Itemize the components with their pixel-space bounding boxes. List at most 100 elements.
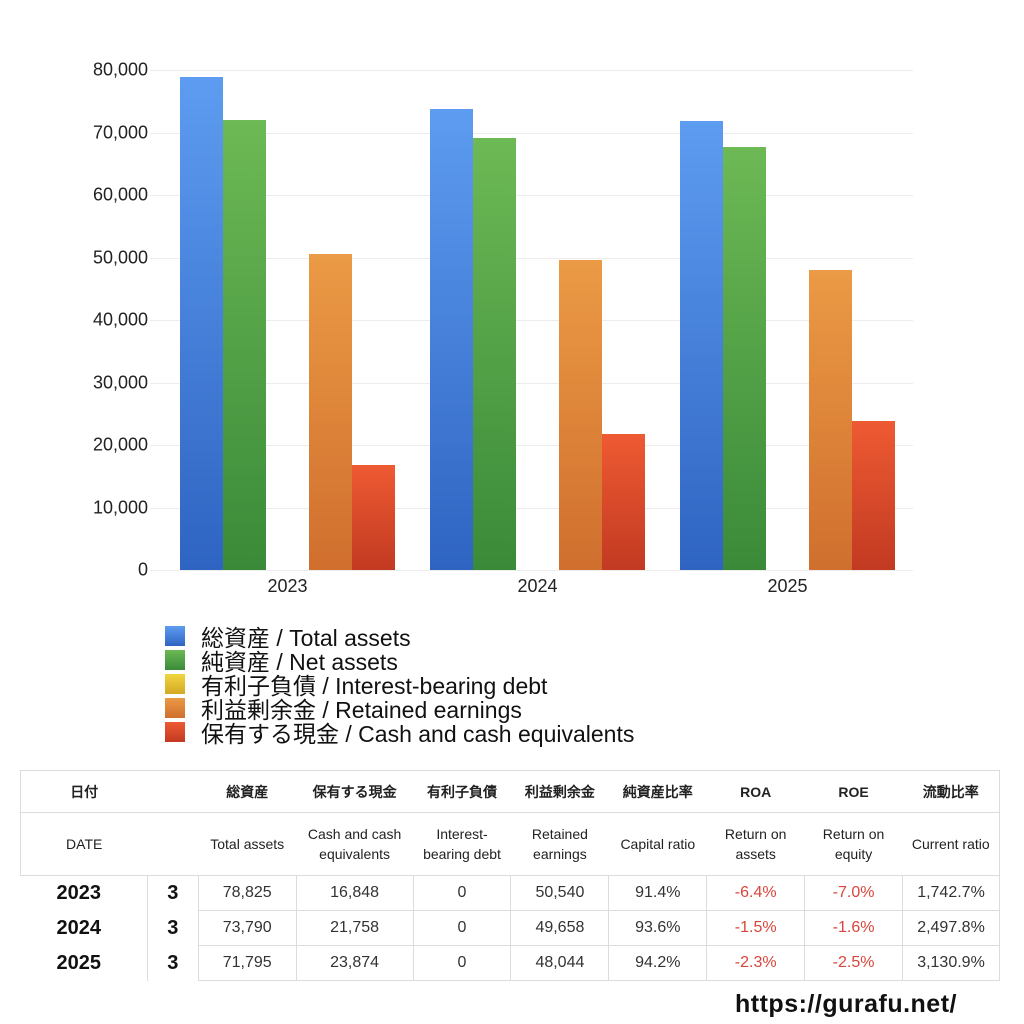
cell-capital-ratio: 94.2% <box>608 945 708 981</box>
cell-year: 2023 <box>20 875 148 911</box>
y-tick-label: 0 <box>137 559 148 580</box>
bar-2024-4 <box>602 434 645 570</box>
cell-cash: 16,848 <box>295 875 414 911</box>
cell-month: 3 <box>146 945 199 981</box>
header-cell <box>147 770 199 813</box>
legend-label: 有利子負債 / Interest-bearing debt <box>201 673 548 699</box>
header-cell: 利益剰余金 <box>510 770 609 813</box>
gridline <box>150 132 913 134</box>
bar-2025-0 <box>680 121 723 570</box>
bar-2023-3 <box>309 254 352 570</box>
table-row: 2024 3 73,790 21,758 0 49,658 93.6% -1.5% -1.6% 2… <box>20 910 1001 946</box>
y-tick-label: 30,000 <box>92 372 148 392</box>
legend-swatch <box>165 698 185 718</box>
cell-capital-ratio: 91.4% <box>608 875 708 911</box>
y-tick-label: 70,000 <box>92 122 148 142</box>
header-cell: 流動比率 <box>902 770 1001 813</box>
cell-current-ratio: 2,497.8% <box>901 910 1001 946</box>
cell-roa: -1.5% <box>706 910 806 946</box>
header-cell: Current ratio <box>902 812 1001 876</box>
header-cell: Return on assets <box>706 812 805 876</box>
cell-roe: -1.6% <box>804 910 903 946</box>
cell-current-ratio: 1,742.7% <box>901 875 1001 911</box>
cell-total-assets: 71,795 <box>197 945 297 981</box>
gridline <box>150 507 913 509</box>
table-row: 2023 3 78,825 16,848 0 50,540 91.4% -6.4% -7.0% 1… <box>20 875 1001 911</box>
bar-2023-0 <box>180 77 223 570</box>
legend-swatch <box>165 722 185 742</box>
header-cell: Total assets <box>198 812 297 876</box>
y-tick-label: 10,000 <box>92 497 148 517</box>
x-tick-label: 2024 <box>517 576 558 596</box>
header-cell: ROA <box>706 770 805 813</box>
table-row: 2025 3 71,795 23,874 0 48,044 94.2% -2.3% -2.5% 3… <box>20 945 1001 981</box>
x-tick-label: 2023 <box>267 576 308 596</box>
cell-roe: -7.0% <box>804 875 903 911</box>
header-cell: Capital ratio <box>608 812 707 876</box>
y-tick-label: 40,000 <box>92 309 148 330</box>
gridline <box>150 257 913 259</box>
cell-retained: 49,658 <box>510 910 610 946</box>
y-tick-label: 60,000 <box>92 184 148 205</box>
header-cell: Interest-bearing debt <box>413 812 511 876</box>
legend-label: 総資産 / Total assets <box>201 625 411 651</box>
header-cell: 総資産 <box>198 770 297 813</box>
gridline <box>150 570 913 571</box>
cell-cash: 21,758 <box>295 910 414 946</box>
header-cell: 有利子負債 <box>413 770 511 813</box>
cell-month: 3 <box>146 910 199 946</box>
legend-item: 利益剰余金 / Retained earnings <box>165 696 634 723</box>
cell-retained: 48,044 <box>510 945 610 981</box>
legend-item: 有利子負債 / Interest-bearing debt <box>165 672 634 699</box>
chart-legend: 総資産 / Total assets 純資産 / Net assets 有利子負債 … <box>165 624 634 747</box>
legend-item: 保有する現金 / Cash and cash equivalents <box>165 720 634 747</box>
cell-debt: 0 <box>412 875 512 911</box>
cell-current-ratio: 3,130.9% <box>901 945 1001 981</box>
cell-cash: 23,874 <box>295 945 414 981</box>
header-cell: Retained earnings <box>510 812 609 876</box>
y-tick-label: 20,000 <box>92 434 148 455</box>
header-cell: 純資産比率 <box>608 770 707 813</box>
bar-2025-3 <box>809 269 852 570</box>
header-cell <box>147 812 199 876</box>
legend-swatch <box>165 650 185 670</box>
legend-swatch <box>165 674 185 694</box>
cell-year: 2024 <box>20 910 148 946</box>
legend-item: 純資産 / Net assets <box>165 648 634 675</box>
bar-2024-3 <box>559 259 602 570</box>
bar-2023-4 <box>352 464 395 570</box>
legend-swatch <box>165 626 185 646</box>
cell-roe: -2.5% <box>804 945 903 981</box>
cell-roa: -6.4% <box>706 875 806 911</box>
header-cell: 保有する現金 <box>296 770 414 813</box>
header-cell: DATE <box>20 812 148 876</box>
cell-roa: -2.3% <box>706 945 806 981</box>
gridline <box>150 195 913 196</box>
cell-month: 3 <box>146 875 199 911</box>
header-cell: ROE <box>804 770 903 813</box>
header-cell: 日付 <box>20 770 148 813</box>
gridline <box>150 320 913 321</box>
legend-item: 総資産 / Total assets <box>165 624 634 651</box>
bar-2023-1 <box>223 120 266 570</box>
bar-2024-0 <box>430 108 473 570</box>
bar-2024-1 <box>473 138 516 570</box>
header-cell: Return on equity <box>804 812 903 876</box>
cell-year: 2025 <box>20 945 148 981</box>
bar-2025-1 <box>723 146 766 570</box>
gridline <box>150 70 913 71</box>
table-header-en: DATE Total assets Cash and cash equivalent… <box>20 812 1001 876</box>
y-tick-label: 80,000 <box>92 59 148 80</box>
cell-total-assets: 73,790 <box>197 910 297 946</box>
legend-label: 純資産 / Net assets <box>201 649 398 675</box>
cell-capital-ratio: 93.6% <box>608 910 708 946</box>
x-tick-label: 2025 <box>767 576 808 596</box>
cell-retained: 50,540 <box>510 875 610 911</box>
cell-debt: 0 <box>412 910 512 946</box>
bar-2025-4 <box>852 420 895 570</box>
legend-label: 利益剰余金 / Retained earnings <box>201 697 522 723</box>
y-tick-label: 50,000 <box>92 247 148 267</box>
site-url[interactable]: https://gurafu.net/ <box>735 990 957 1018</box>
gridline <box>150 445 913 446</box>
financial-table: 日付 総資産 保有する現金 有利子負債 利益剰余金 純資産比率 ROA ROE 流動比率 DAT… <box>20 770 1001 981</box>
